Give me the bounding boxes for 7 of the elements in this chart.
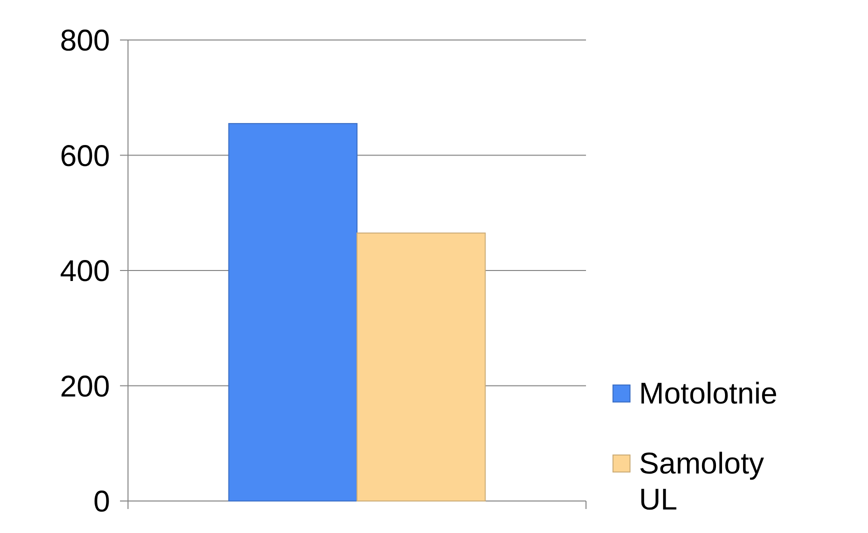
y-tick-label: 200 (60, 370, 110, 404)
y-tick-label: 600 (60, 140, 110, 173)
y-tick-label: 800 (60, 24, 110, 58)
legend-label: Motolotnie (639, 378, 778, 410)
legend-label: Samoloty UL (639, 448, 764, 516)
y-tick-label: 400 (60, 255, 110, 288)
y-tick-label: 0 (93, 486, 110, 518)
